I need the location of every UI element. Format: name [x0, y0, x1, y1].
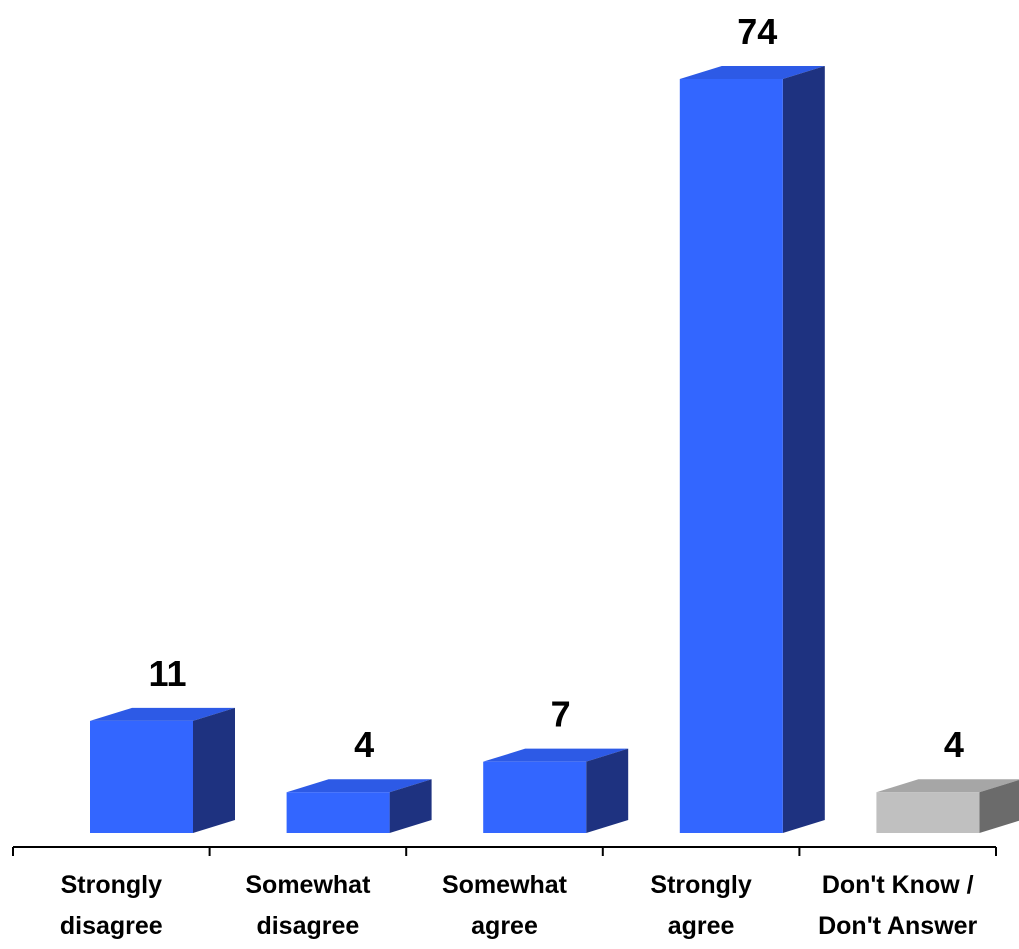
bar-front-face	[679, 79, 783, 833]
bar-side-face	[782, 66, 825, 833]
bar-top-face	[483, 748, 629, 762]
bar	[679, 66, 825, 833]
x-tick-label-line: Strongly	[61, 871, 162, 899]
x-tick-label-line: disagree	[60, 912, 163, 940]
bar-side-face	[193, 707, 235, 833]
x-tick-label-line: Somewhat	[245, 871, 371, 899]
x-tick-label: Somewhat disagree	[245, 871, 371, 940]
bar-side-face	[389, 779, 432, 833]
bar-value-label: 4	[944, 724, 964, 765]
labels-layer: 11 Strongly disagree 4 Somewhat disagree 7 Some…	[60, 11, 978, 940]
x-tick-label-line: Don't Know /	[822, 871, 974, 899]
x-tick-label-line: Somewhat	[442, 871, 568, 899]
x-tick-label: Strongly disagree	[60, 871, 163, 940]
bar-front-face	[483, 761, 587, 833]
bar-top-face	[876, 779, 1019, 793]
bar-value-label: 11	[148, 653, 186, 694]
x-tick-label-line: agree	[471, 912, 538, 940]
bar-value-label: 74	[737, 11, 777, 52]
bar	[876, 779, 1019, 833]
bar	[286, 779, 432, 833]
bar-top-face	[286, 779, 432, 793]
bar-front-face	[286, 792, 390, 833]
bar-top-face	[90, 707, 235, 721]
bar-top-face	[679, 66, 825, 79]
x-tick-label-line: disagree	[256, 912, 359, 940]
bars-layer	[90, 66, 1019, 833]
bar-side-face	[586, 748, 629, 833]
x-tick-label-line: Don't Answer	[818, 912, 977, 940]
bar-front-face	[90, 720, 193, 833]
bar-front-face	[876, 792, 980, 833]
x-tick-label-line: Strongly	[650, 871, 751, 899]
bar-value-label: 7	[551, 694, 571, 735]
x-tick-label: Strongly agree	[650, 871, 751, 940]
x-tick-label-line: agree	[668, 912, 735, 940]
bar	[483, 748, 629, 833]
bar-side-face	[979, 779, 1019, 833]
bar-value-label: 4	[354, 724, 374, 765]
x-axis	[12, 846, 997, 856]
x-tick-label: Somewhat agree	[442, 871, 568, 940]
bar	[90, 707, 235, 833]
x-tick-label: Don't Know / Don't Answer	[818, 871, 977, 940]
